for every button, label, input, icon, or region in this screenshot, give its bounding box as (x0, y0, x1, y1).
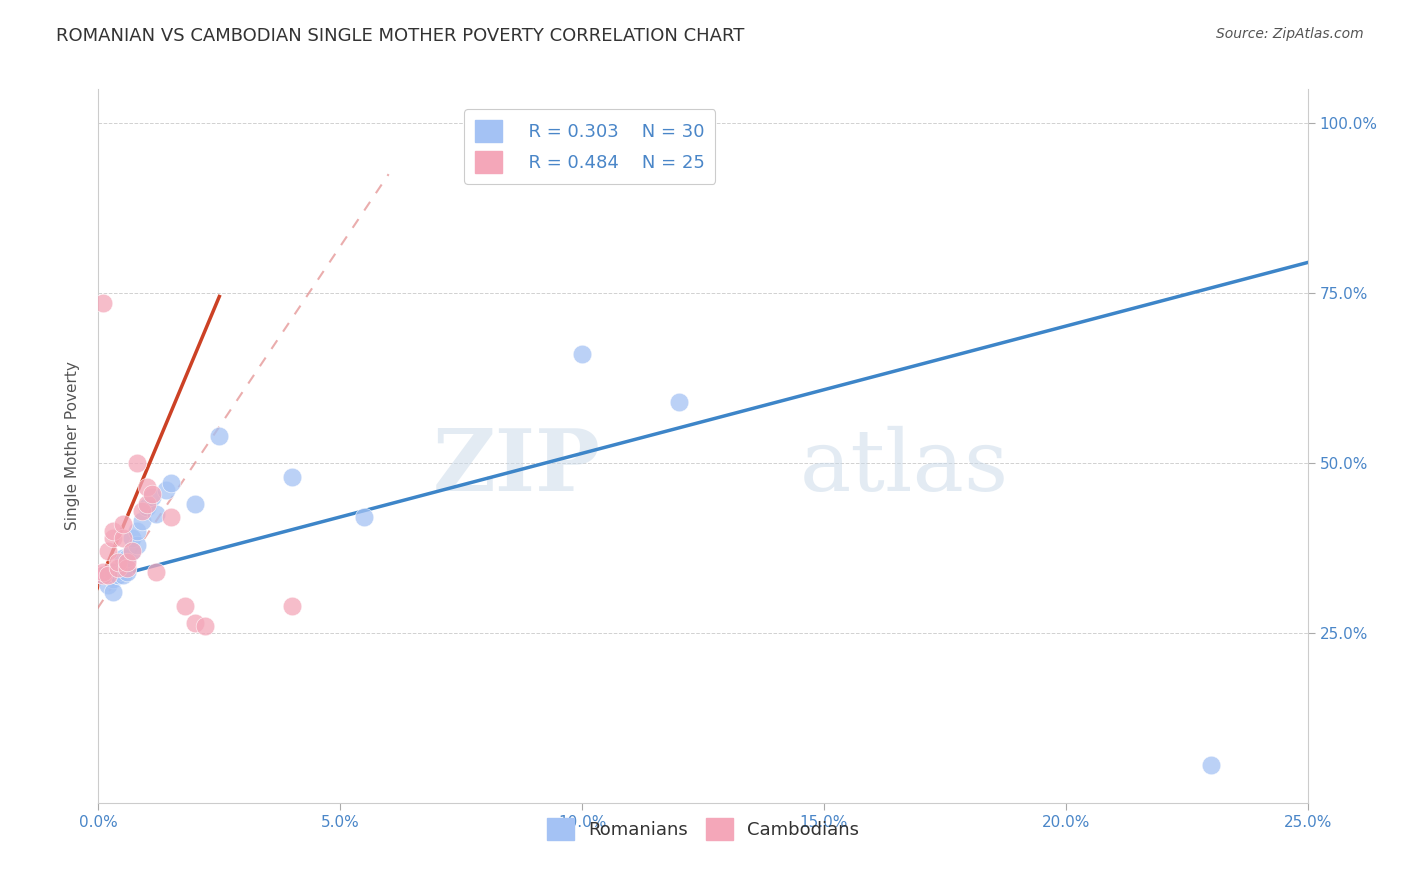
Point (668, 394, 690, 409)
Point (145, 565, 167, 579)
Point (111, 565, 134, 579)
Point (1199, 758, 1222, 772)
Point (101, 524, 124, 538)
Point (91, 565, 114, 579)
Point (111, 551, 134, 566)
Point (127, 456, 149, 470)
Point (107, 555, 129, 569)
Point (97, 568, 120, 582)
Point (571, 347, 593, 361)
Point (135, 480, 157, 494)
Point (121, 531, 143, 545)
Point (97, 578, 120, 592)
Point (117, 551, 139, 566)
Point (111, 517, 134, 532)
Point (141, 486, 163, 500)
Point (107, 561, 129, 575)
Text: ROMANIAN VS CAMBODIAN SINGLE MOTHER POVERTY CORRELATION CHART: ROMANIAN VS CAMBODIAN SINGLE MOTHER POVE… (56, 27, 745, 45)
Point (121, 544, 143, 558)
Point (281, 599, 304, 613)
Point (131, 514, 153, 528)
Point (97, 568, 120, 582)
Legend: Romanians, Cambodians: Romanians, Cambodians (540, 811, 866, 847)
Point (281, 469, 304, 483)
Text: atlas: atlas (800, 425, 1010, 509)
Point (101, 565, 124, 579)
Point (145, 507, 167, 521)
Point (135, 497, 157, 511)
Point (91, 568, 114, 582)
Point (155, 483, 177, 498)
Point (91, 568, 114, 582)
Text: ZIP: ZIP (433, 425, 600, 509)
Point (91, 296, 114, 310)
Point (111, 568, 134, 582)
Point (101, 572, 124, 586)
Point (160, 510, 183, 524)
Point (97, 544, 120, 558)
Point (174, 599, 197, 613)
Point (117, 565, 139, 579)
Point (141, 490, 163, 504)
Point (184, 615, 207, 630)
Point (208, 429, 231, 443)
Point (127, 524, 149, 538)
Point (135, 500, 157, 515)
Point (117, 555, 139, 569)
Y-axis label: Single Mother Poverty: Single Mother Poverty (65, 361, 80, 531)
Point (117, 561, 139, 575)
Point (160, 476, 183, 491)
Point (107, 568, 129, 582)
Point (131, 503, 153, 517)
Point (121, 544, 143, 558)
Point (194, 619, 217, 633)
Point (111, 531, 134, 545)
Point (101, 531, 124, 545)
Point (353, 510, 375, 524)
Point (101, 585, 124, 599)
Point (184, 497, 207, 511)
Point (127, 537, 149, 551)
Text: Source: ZipAtlas.com: Source: ZipAtlas.com (1216, 27, 1364, 41)
Point (107, 568, 129, 582)
